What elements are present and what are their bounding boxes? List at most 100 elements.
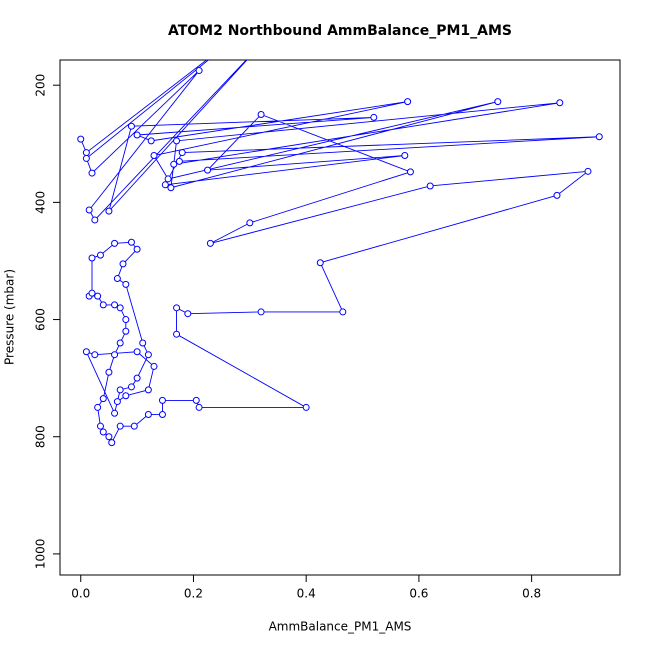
x-tick-label: 0.0	[71, 587, 90, 601]
data-point	[116, 304, 124, 312]
data-point	[556, 99, 564, 107]
data-point	[127, 238, 135, 246]
data-point	[206, 239, 214, 247]
data-point	[133, 245, 141, 253]
x-tick-label: 0.6	[409, 587, 428, 601]
data-point	[116, 339, 124, 347]
data-point	[133, 348, 141, 356]
data-point	[173, 304, 181, 312]
plot-frame	[59, 59, 621, 576]
data-point	[119, 260, 127, 268]
data-point	[195, 403, 203, 411]
data-line	[80, 60, 600, 444]
data-point	[150, 362, 158, 370]
data-point	[339, 308, 347, 316]
y-tick-label: 600	[34, 308, 48, 331]
data-point	[316, 259, 324, 267]
data-point	[82, 149, 90, 157]
x-tick-label: 0.2	[184, 587, 203, 601]
data-point	[85, 206, 93, 214]
data-point	[88, 289, 96, 297]
data-point	[595, 133, 603, 141]
data-point	[113, 398, 121, 406]
data-point	[158, 396, 166, 404]
data-point	[105, 368, 113, 376]
data-point	[426, 182, 434, 190]
data-point	[167, 184, 175, 192]
data-point	[178, 149, 186, 157]
data-point	[161, 181, 169, 189]
data-point	[99, 395, 107, 403]
data-point	[173, 137, 181, 145]
data-point	[82, 154, 90, 162]
data-point	[113, 275, 121, 283]
data-point	[130, 422, 138, 430]
data-point	[99, 428, 107, 436]
data-point	[175, 157, 183, 165]
data-point	[406, 168, 414, 176]
data-point	[257, 110, 265, 118]
data-point	[88, 169, 96, 177]
data-point	[173, 330, 181, 338]
y-tick-label: 800	[34, 425, 48, 448]
data-point	[116, 386, 124, 394]
data-point	[246, 219, 254, 227]
data-point	[204, 166, 212, 174]
data-point	[127, 383, 135, 391]
x-axis-label: AmmBalance_PM1_AMS	[269, 620, 412, 634]
data-point	[164, 175, 172, 183]
data-point	[88, 254, 96, 262]
data-point	[94, 292, 102, 300]
data-point	[108, 439, 116, 447]
data-point	[404, 98, 412, 106]
data-point	[584, 167, 592, 175]
data-point	[158, 410, 166, 418]
data-point	[144, 386, 152, 394]
data-point	[370, 113, 378, 121]
data-point	[82, 348, 90, 356]
data-point	[111, 409, 119, 417]
data-point	[133, 374, 141, 382]
data-point	[127, 122, 135, 130]
data-point	[116, 422, 124, 430]
x-tick-label: 0.4	[297, 587, 316, 601]
data-point	[94, 403, 102, 411]
data-point	[96, 251, 104, 259]
data-point	[122, 316, 130, 324]
data-point	[96, 422, 104, 430]
data-point	[170, 160, 178, 168]
data-point	[122, 280, 130, 288]
data-point	[302, 403, 310, 411]
data-point	[401, 152, 409, 160]
data-point	[105, 433, 113, 441]
data-point	[494, 98, 502, 106]
data-point	[91, 216, 99, 224]
data-point	[192, 396, 200, 404]
data-point	[91, 351, 99, 359]
data-point	[111, 301, 119, 309]
data-point	[139, 339, 147, 347]
data-point	[144, 410, 152, 418]
data-point	[133, 131, 141, 139]
data-point	[105, 207, 113, 215]
data-point	[122, 392, 130, 400]
y-tick-label: 400	[34, 191, 48, 214]
y-tick-label: 1000	[34, 539, 48, 570]
data-point	[144, 351, 152, 359]
data-point	[77, 135, 85, 143]
data-point	[553, 191, 561, 199]
x-tick-label: 0.8	[522, 587, 541, 601]
y-tick-label: 200	[34, 74, 48, 97]
data-point	[111, 351, 119, 359]
data-point	[195, 67, 203, 75]
data-point	[184, 310, 192, 318]
y-axis-label: Pressure (mbar)	[3, 269, 17, 365]
plot-area	[77, 60, 603, 447]
data-point	[147, 137, 155, 145]
chart-title: ATOM2 Northbound AmmBalance_PM1_AMS	[168, 23, 512, 39]
data-point	[122, 327, 130, 335]
data-point	[150, 152, 158, 160]
data-point	[99, 301, 107, 309]
data-point	[257, 308, 265, 316]
